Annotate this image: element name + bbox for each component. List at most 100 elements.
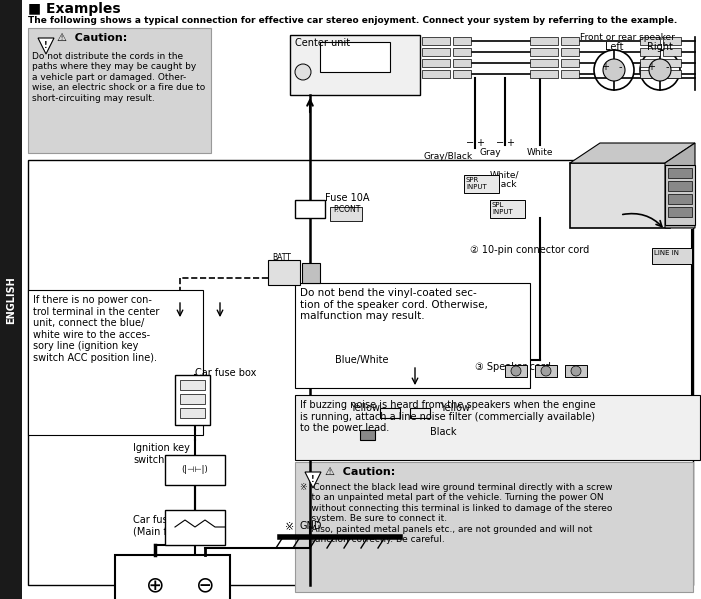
Text: Blue/White: Blue/White xyxy=(335,355,388,365)
Text: Front or rear speaker: Front or rear speaker xyxy=(580,33,675,42)
Text: Car fuse box
(Main fuse): Car fuse box (Main fuse) xyxy=(133,515,194,537)
Text: ③ Speaker cord: ③ Speaker cord xyxy=(475,362,551,372)
Circle shape xyxy=(511,366,521,376)
Bar xyxy=(380,408,400,418)
Text: ⚠  Caution:: ⚠ Caution: xyxy=(57,33,128,43)
Text: Center unit: Center unit xyxy=(295,38,350,48)
Text: !: ! xyxy=(311,476,315,485)
Text: Left: Left xyxy=(605,42,623,52)
Bar xyxy=(505,365,527,377)
Text: Black: Black xyxy=(430,427,456,437)
Text: Yellow: Yellow xyxy=(440,403,470,413)
Bar xyxy=(175,375,210,425)
Text: LINE IN: LINE IN xyxy=(654,250,679,256)
Text: ※: ※ xyxy=(285,522,294,532)
Text: Do not bend the vinyl-coated sec-
tion of the speaker cord. Otherwise,
malfuncti: Do not bend the vinyl-coated sec- tion o… xyxy=(300,288,488,321)
Text: Yellow: Yellow xyxy=(350,403,380,413)
Circle shape xyxy=(295,64,311,80)
Text: ② 10-pin connector cord: ② 10-pin connector cord xyxy=(470,245,590,255)
Text: Do not distribute the cords in the
paths where they may be caught by
a vehicle p: Do not distribute the cords in the paths… xyxy=(32,52,205,102)
Bar xyxy=(180,380,205,390)
Circle shape xyxy=(649,59,671,81)
Bar xyxy=(180,394,205,404)
Bar xyxy=(530,59,558,67)
Bar xyxy=(561,48,579,56)
Bar xyxy=(668,168,692,178)
Bar xyxy=(410,408,430,418)
Bar xyxy=(360,430,375,440)
Text: SPL
INPUT: SPL INPUT xyxy=(492,202,512,215)
Bar xyxy=(422,70,450,78)
Bar xyxy=(464,175,499,193)
Polygon shape xyxy=(305,472,321,488)
Bar xyxy=(115,555,230,599)
Bar xyxy=(320,42,390,72)
Bar xyxy=(663,59,681,67)
Bar xyxy=(28,160,693,585)
Text: −: − xyxy=(466,138,474,148)
Text: ⊕: ⊕ xyxy=(146,575,164,595)
Bar xyxy=(295,200,325,218)
Text: +: + xyxy=(601,62,609,72)
Text: If buzzing noise is heard from the speakers when the engine
is running, attach a: If buzzing noise is heard from the speak… xyxy=(300,400,596,433)
Bar xyxy=(295,462,693,592)
Bar xyxy=(640,48,660,56)
Circle shape xyxy=(640,50,680,90)
Text: ENGLISH: ENGLISH xyxy=(6,276,16,324)
Bar xyxy=(28,290,203,435)
Bar xyxy=(530,70,558,78)
Text: Gray/Black: Gray/Black xyxy=(423,152,472,161)
Text: Gray: Gray xyxy=(479,148,501,157)
Bar xyxy=(570,163,670,228)
Bar xyxy=(28,28,211,153)
Polygon shape xyxy=(38,38,54,54)
Bar xyxy=(565,365,587,377)
Bar xyxy=(663,37,681,45)
Circle shape xyxy=(603,59,625,81)
Bar xyxy=(665,165,695,225)
Bar xyxy=(535,365,557,377)
Bar xyxy=(668,181,692,191)
Text: White: White xyxy=(526,148,553,157)
Bar xyxy=(165,510,225,545)
Text: -: - xyxy=(618,62,622,72)
Bar xyxy=(530,48,558,56)
Bar xyxy=(530,37,558,45)
Text: Ignition key
switch: Ignition key switch xyxy=(133,443,190,465)
Text: The following shows a typical connection for effective car stereo enjoyment. Con: The following shows a typical connection… xyxy=(28,16,677,25)
Text: Fuse 10A: Fuse 10A xyxy=(325,193,369,203)
Bar xyxy=(561,37,579,45)
Bar xyxy=(453,59,471,67)
Bar xyxy=(490,200,525,218)
Circle shape xyxy=(541,366,551,376)
Bar xyxy=(180,408,205,418)
Text: +: + xyxy=(647,62,655,72)
Bar xyxy=(422,48,450,56)
Bar xyxy=(453,37,471,45)
Text: Right: Right xyxy=(647,42,673,52)
Text: Car fuse box: Car fuse box xyxy=(195,368,257,378)
Polygon shape xyxy=(665,143,695,228)
Text: KSC-SW11: KSC-SW11 xyxy=(610,153,675,163)
Text: If there is no power con-
trol terminal in the center
unit, connect the blue/
wh: If there is no power con- trol terminal … xyxy=(33,295,159,363)
Circle shape xyxy=(594,50,634,90)
Bar xyxy=(302,263,320,283)
Bar xyxy=(453,48,471,56)
Bar xyxy=(652,248,692,264)
Bar xyxy=(422,37,450,45)
Text: −: − xyxy=(496,138,504,148)
Text: -: - xyxy=(665,62,669,72)
Bar xyxy=(0,0,22,599)
Text: +: + xyxy=(506,138,514,148)
Bar xyxy=(165,455,225,485)
Text: !: ! xyxy=(44,41,48,50)
Text: ⚠  Caution:: ⚠ Caution: xyxy=(325,467,395,477)
Circle shape xyxy=(571,366,581,376)
Bar xyxy=(640,59,660,67)
Bar xyxy=(561,70,579,78)
Bar xyxy=(668,194,692,204)
Bar xyxy=(663,70,681,78)
Text: ■ Examples: ■ Examples xyxy=(28,2,121,16)
Bar xyxy=(453,70,471,78)
Text: P.CONT: P.CONT xyxy=(333,205,360,214)
